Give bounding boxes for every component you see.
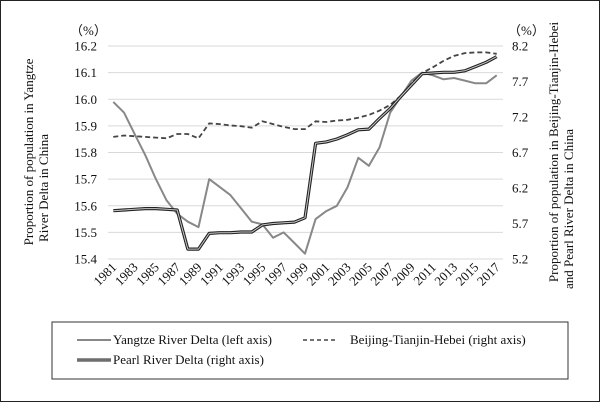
right-axis-unit: （%） <box>508 23 545 38</box>
left-tick-label: 16.2 <box>74 39 97 54</box>
left-axis-ticks: 16.2 16.1 16.0 15.9 15.8 15.7 15.6 15.5 15.4 <box>74 39 97 267</box>
right-tick-label: 7.2 <box>512 110 528 125</box>
left-tick-label: 15.7 <box>74 172 97 187</box>
series-line-pearl-inner <box>113 56 497 250</box>
right-axis-ticks: 8.2 7.7 7.2 6.7 6.2 5.7 5.2 <box>512 39 529 267</box>
left-tick-label: 15.5 <box>74 225 97 240</box>
left-tick-label: 15.8 <box>74 145 97 160</box>
legend-label-pearl: Pearl River Delta (right axis) <box>113 352 264 367</box>
legend: Yangtze River Delta (left axis) Beijing-… <box>51 321 569 380</box>
right-axis-title-line-2: and Pearl River Delta in China <box>561 129 576 289</box>
right-tick-label: 6.2 <box>512 181 528 196</box>
left-axis-title-line-1: Proportion of population in Yangtze <box>21 58 36 245</box>
right-tick-label: 6.7 <box>512 145 529 160</box>
left-axis-title-line-2: River Delta in China <box>36 134 51 242</box>
right-axis-title: Proportion of population in Beijing-Tian… <box>546 22 576 289</box>
right-tick-label: 5.2 <box>512 252 528 267</box>
x-axis-ticks: 1981198319851987198919911993199519971999… <box>90 259 503 288</box>
left-tick-label: 15.6 <box>74 198 97 213</box>
left-axis-unit: （%） <box>70 23 107 38</box>
legend-label-yangtze: Yangtze River Delta (left axis) <box>113 332 272 347</box>
series-line-beijing-tianjin-hebei <box>113 51 497 140</box>
right-tick-label: 7.7 <box>512 74 529 89</box>
legend-label-bth: Beijing-Tianjin-Hebei (right axis) <box>350 332 526 347</box>
series-line-yangtze <box>112 71 498 255</box>
left-tick-label: 16.1 <box>74 65 97 80</box>
right-tick-label: 5.7 <box>512 216 529 231</box>
gridlines <box>108 45 503 260</box>
left-tick-label: 16.0 <box>74 92 97 107</box>
series-lines <box>112 51 498 255</box>
left-tick-label: 15.9 <box>74 118 97 133</box>
right-axis-title-line-1: Proportion of population in Beijing-Tian… <box>546 22 561 283</box>
left-tick-label: 15.4 <box>74 252 97 267</box>
x-tick-label: 2017 <box>474 259 503 288</box>
left-axis-title: Proportion of population in Yangtze Rive… <box>21 58 51 245</box>
right-tick-label: 8.2 <box>512 39 528 54</box>
legend-box <box>51 321 569 380</box>
